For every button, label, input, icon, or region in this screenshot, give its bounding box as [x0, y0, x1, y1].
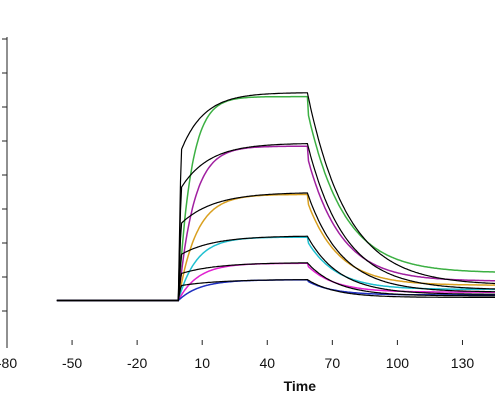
- x-tick-label: -50: [62, 355, 82, 371]
- fit-curve-2: [56, 143, 495, 302]
- fit-curve-1: [56, 92, 495, 302]
- x-tick-label: 70: [325, 355, 341, 371]
- x-axis-title: Time: [284, 378, 317, 394]
- x-tick-label: 10: [194, 355, 210, 371]
- x-tick-label: -20: [127, 355, 147, 371]
- observed-curve-1: [56, 95, 495, 302]
- plot-area: [56, 92, 495, 302]
- fit-curve-5: [56, 262, 495, 302]
- x-tick-label: 100: [386, 355, 410, 371]
- observed-curve-4: [56, 236, 495, 302]
- x-tick-label: -80: [0, 355, 17, 371]
- observed-curve-2: [56, 145, 495, 302]
- fit-curve-6: [56, 279, 495, 302]
- x-axis: -80 -50 -20 10 40 70 100 130: [0, 340, 474, 371]
- x-tick-label: 130: [451, 355, 475, 371]
- fit-curve-4: [56, 235, 495, 302]
- x-tick-label: 40: [259, 355, 275, 371]
- y-axis: [2, 37, 8, 348]
